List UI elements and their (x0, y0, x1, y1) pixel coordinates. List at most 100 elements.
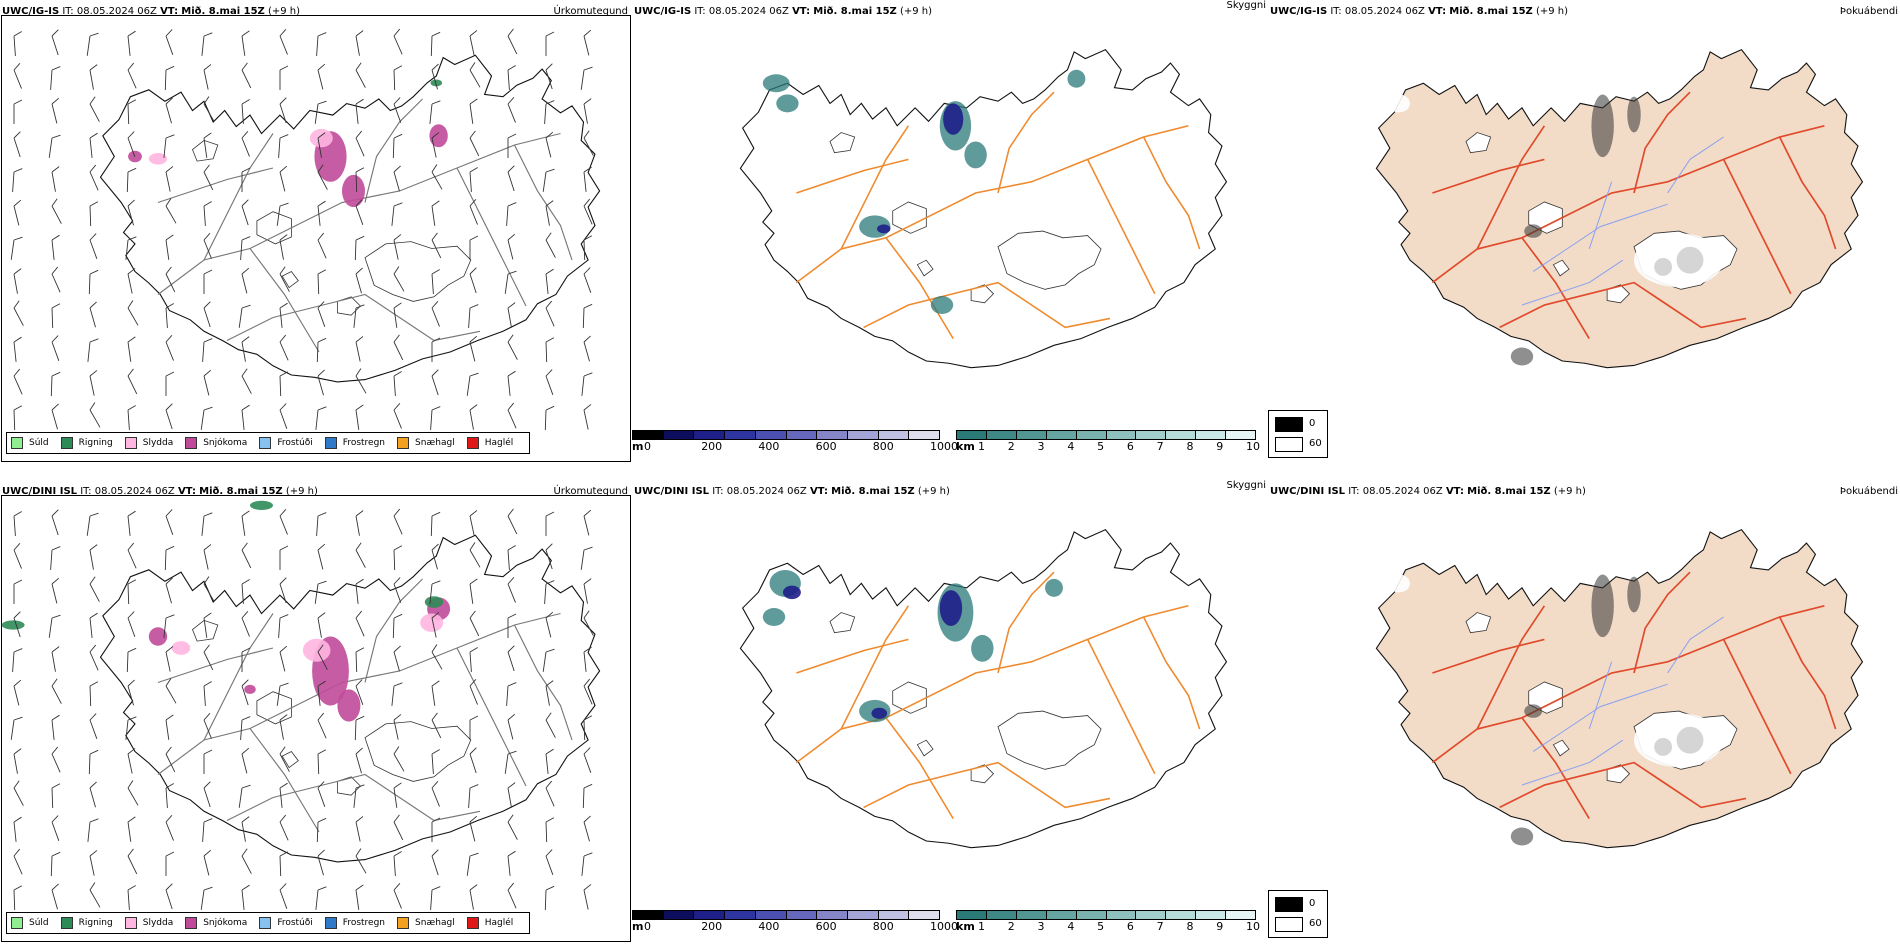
colorbar-unit: m (632, 920, 644, 933)
barb-staff (203, 617, 208, 638)
barb-staff (469, 205, 478, 225)
map-frame (1, 495, 631, 942)
wind-barb (393, 234, 402, 260)
barb-flag (279, 65, 289, 71)
wind-barb (355, 336, 364, 362)
barb-staff (317, 651, 328, 670)
barb-flag (507, 508, 514, 517)
barb-staff (127, 307, 139, 326)
colorbar-cell (1196, 911, 1227, 919)
barb-flag (317, 712, 325, 721)
barb-flag (203, 269, 213, 275)
barb-flag (545, 232, 552, 241)
wind-barb (583, 235, 593, 261)
wind-barb (468, 304, 479, 328)
colorbar-tick-label: 1 (978, 920, 985, 933)
barb-flag (127, 131, 135, 139)
barb-staff (165, 651, 171, 672)
barb-flag (393, 65, 403, 71)
barb-flag (13, 336, 22, 343)
barb-staff (469, 35, 475, 56)
colorbar-cell (663, 911, 695, 919)
barb-staff (317, 171, 328, 190)
barb-staff (13, 35, 16, 56)
barb-flag (203, 681, 212, 687)
colorbar-cell (694, 431, 726, 439)
wind-barb (241, 404, 250, 430)
wind-barb (581, 852, 593, 876)
colorbar-cell (1016, 431, 1047, 439)
barb-flag (469, 130, 476, 139)
barb-staff (317, 787, 326, 807)
barb-staff (317, 719, 327, 739)
wind-barb (165, 783, 174, 808)
glacier-outline (1552, 259, 1570, 277)
barb-flag (203, 338, 213, 343)
barb-flag (165, 646, 174, 653)
colorbar-cell (1166, 431, 1197, 439)
barb-flag (431, 132, 440, 139)
wind-barb (278, 614, 289, 638)
wind-barb (165, 509, 174, 535)
barb-staff (203, 137, 208, 158)
wind-barb (545, 849, 554, 875)
weather-area (1510, 827, 1534, 846)
barb-staff (241, 341, 246, 362)
colorbar-cell (986, 431, 1017, 439)
barb-flag (165, 29, 173, 37)
barb-flag (317, 680, 326, 687)
glacier-outline (916, 259, 934, 277)
barb-staff (355, 171, 358, 193)
iceland-map (99, 54, 601, 383)
wind-barb (545, 712, 556, 738)
wind-barb (50, 851, 61, 877)
wind-barb (316, 32, 327, 56)
barb-staff (127, 515, 131, 536)
barb-flag (393, 545, 403, 551)
barb-staff (431, 719, 442, 739)
barb-flag (393, 28, 401, 37)
wind-barb (51, 646, 60, 672)
wind-barb (469, 404, 478, 430)
wind-barb (238, 304, 251, 328)
barb-staff (165, 889, 173, 910)
wind-barb (544, 580, 555, 604)
barb-flag (165, 714, 174, 721)
wind-barb (279, 814, 289, 841)
barb-staff (545, 617, 552, 638)
barb-staff (13, 69, 22, 89)
barb-flag (431, 269, 440, 275)
barb-flag (469, 510, 478, 517)
barb-staff (86, 515, 91, 536)
barb-flag (355, 199, 363, 207)
weather-area (1524, 704, 1543, 718)
barb-staff (430, 889, 433, 910)
wind-barb (393, 266, 405, 292)
panel-header: UWC/IG-IS IT: 08.05.2024 06Z VT: Mið. 8.… (1270, 6, 1568, 17)
barb-flag (203, 612, 212, 619)
vt-value: Mið. 8.mai 15Z (1449, 6, 1533, 17)
barb-flag (165, 166, 174, 173)
barb-staff (200, 409, 205, 430)
fog-legend-swatch (1275, 897, 1303, 912)
wind-barb (504, 270, 517, 294)
barb-flag (431, 63, 439, 71)
road-line (1778, 616, 1837, 730)
wind-barb (164, 65, 175, 91)
vt-label: VT: (809, 486, 828, 497)
legend-item: Slydda (124, 917, 173, 929)
wind-barb (279, 714, 288, 740)
row-ig-is: UWC/IG-IS IT: 08.05.2024 06Z VT: Mið. 8.… (0, 0, 1900, 470)
barb-staff (203, 651, 214, 671)
barb-flag (203, 64, 212, 71)
wind-barb (202, 818, 213, 842)
wind-barb (507, 165, 515, 192)
barb-flag (13, 31, 22, 37)
barb-staff (203, 583, 215, 602)
barb-flag (355, 235, 365, 241)
wind-barb (279, 234, 288, 260)
barb-staff (429, 583, 433, 604)
barb-staff (581, 855, 585, 876)
barb-staff (241, 273, 248, 294)
wind-barb (507, 882, 517, 909)
